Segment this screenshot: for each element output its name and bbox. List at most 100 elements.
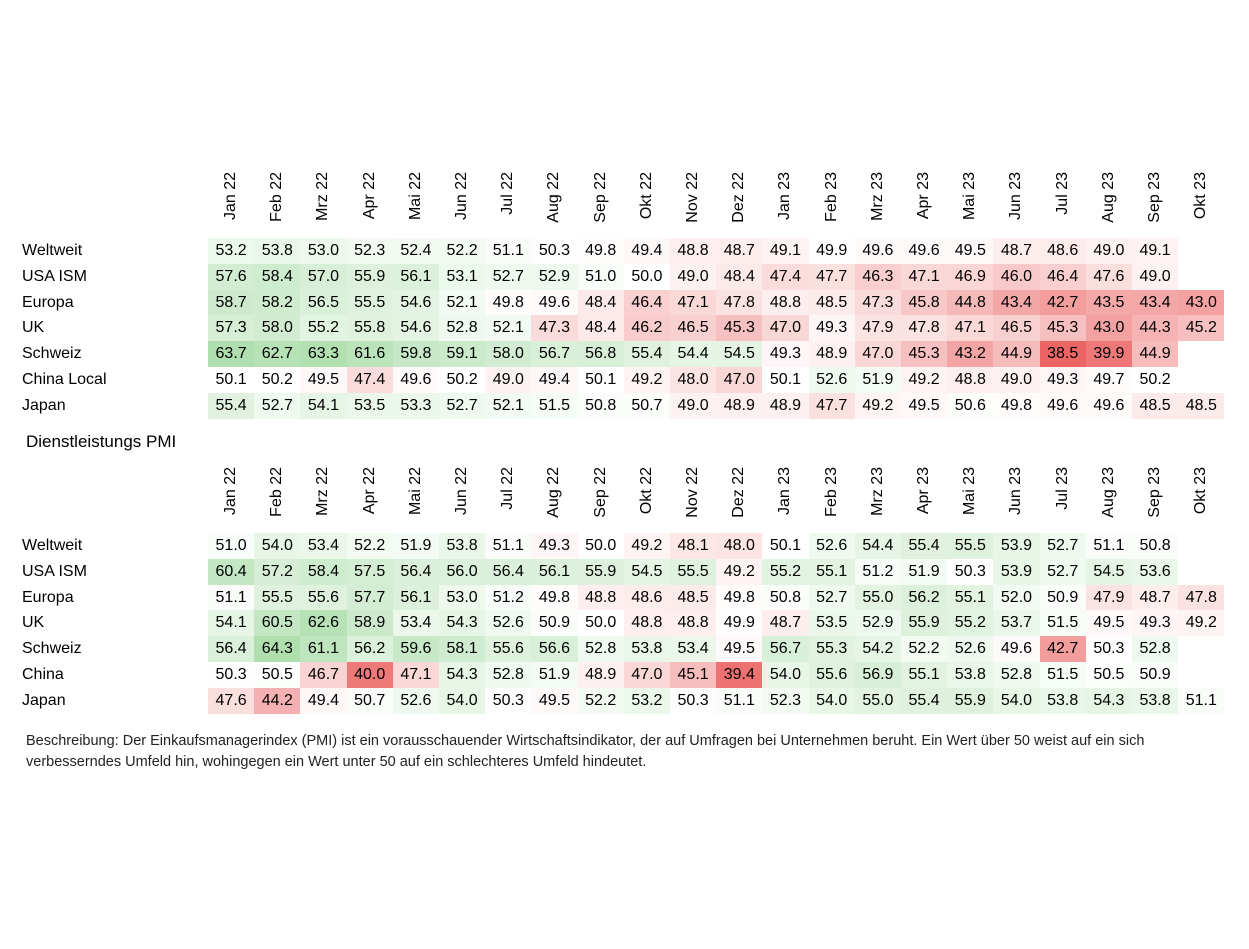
heatmap-cell: 52.6 bbox=[392, 687, 439, 714]
heatmap-cell: 50.8 bbox=[1132, 533, 1179, 559]
column-header-label: Aug 23 bbox=[1099, 467, 1117, 518]
heatmap-cell: 56.8 bbox=[577, 341, 624, 367]
heatmap-cell: 50.5 bbox=[254, 661, 301, 688]
column-header: Jul 23 bbox=[1040, 172, 1086, 238]
heatmap-cell: 54.0 bbox=[808, 687, 855, 714]
heatmap-cell: 50.5 bbox=[1085, 661, 1132, 688]
heatmap-cell: 54.3 bbox=[1085, 687, 1132, 714]
heatmap-cell: 54.0 bbox=[439, 687, 486, 714]
heatmap-cell: 54.0 bbox=[254, 533, 301, 559]
heatmap-cell: 54.4 bbox=[854, 533, 901, 559]
heatmap-cell: 50.3 bbox=[1085, 636, 1132, 662]
heatmap-cell: 49.0 bbox=[485, 366, 532, 393]
heatmap-cell: 53.8 bbox=[254, 238, 301, 264]
heatmap-cell: 51.1 bbox=[1085, 533, 1132, 559]
heatmap-cell: 48.7 bbox=[716, 238, 763, 264]
heatmap-cell: 53.1 bbox=[439, 263, 486, 290]
heatmap-cell: 55.8 bbox=[346, 315, 393, 342]
heatmap-cell: 51.1 bbox=[485, 533, 532, 559]
heatmap-cell: 52.0 bbox=[993, 584, 1040, 611]
heatmap-cell: 55.4 bbox=[623, 341, 670, 367]
column-header-label: Aug 23 bbox=[1099, 172, 1117, 223]
column-header: Apr 22 bbox=[347, 172, 393, 238]
heatmap-cell: 53.0 bbox=[439, 584, 486, 611]
heatmap-cell: 55.9 bbox=[901, 610, 948, 637]
heatmap-cell: 56.2 bbox=[901, 584, 948, 611]
column-header-label: Mrz 23 bbox=[868, 172, 886, 221]
heatmap-cell: 43.4 bbox=[993, 289, 1040, 316]
column-header-label: Jan 22 bbox=[222, 467, 239, 516]
heatmap-cell: 47.0 bbox=[716, 366, 763, 393]
column-header: Jul 23 bbox=[1040, 467, 1086, 533]
heatmap-cell: 49.1 bbox=[762, 238, 809, 264]
heatmap-cell: 47.1 bbox=[901, 263, 948, 290]
heatmap-cell: 56.4 bbox=[208, 636, 255, 662]
heatmap-cell: 48.9 bbox=[762, 392, 809, 419]
heatmap-cell: 44.2 bbox=[254, 687, 301, 714]
heatmap-cell: 49.2 bbox=[716, 558, 763, 585]
heatmap-cell: 40.0 bbox=[346, 661, 393, 688]
column-header: Jun 22 bbox=[439, 172, 485, 238]
heatmap-cell: 58.7 bbox=[208, 289, 255, 316]
heatmap-cell: 49.0 bbox=[1085, 238, 1132, 264]
heatmap-cell: 51.9 bbox=[531, 661, 578, 688]
heatmap-cell: 56.7 bbox=[762, 636, 809, 662]
heatmap-cell: 53.5 bbox=[346, 392, 393, 419]
heatmap-cell: 49.2 bbox=[1178, 610, 1225, 637]
heatmap-cell: 58.1 bbox=[439, 636, 486, 662]
heatmap-cell: 53.6 bbox=[1132, 558, 1179, 585]
row-label: USA ISM bbox=[22, 267, 87, 285]
heatmap-cell: 52.8 bbox=[485, 661, 532, 688]
heatmap-cell: 49.6 bbox=[1085, 392, 1132, 419]
column-header-label: Apr 23 bbox=[915, 172, 932, 220]
heatmap-cell: 48.8 bbox=[577, 584, 624, 611]
column-header: Jan 22 bbox=[208, 172, 254, 238]
heatmap-cell: 49.4 bbox=[623, 238, 670, 264]
row-label: UK bbox=[22, 319, 45, 337]
column-header-label: Sep 22 bbox=[591, 172, 609, 223]
heatmap-cell: 57.6 bbox=[208, 263, 255, 290]
heatmap-cell: 49.2 bbox=[623, 366, 670, 393]
heatmap-cell: 55.2 bbox=[762, 558, 809, 585]
column-header-label: Feb 23 bbox=[822, 172, 840, 222]
heatmap-cell: 51.2 bbox=[485, 584, 532, 611]
column-header: Mai 23 bbox=[947, 172, 993, 238]
heatmap-cell: 57.7 bbox=[346, 584, 393, 611]
column-header-label: Jul 23 bbox=[1053, 467, 1071, 510]
heatmap-cell: 48.9 bbox=[716, 392, 763, 419]
heatmap-cell: 50.3 bbox=[947, 558, 994, 585]
heatmap-cell: 44.9 bbox=[1132, 341, 1179, 367]
heatmap-cell: 50.1 bbox=[762, 533, 809, 559]
heatmap-cell: 48.5 bbox=[1178, 392, 1225, 419]
heatmap-cell: 60.4 bbox=[208, 558, 255, 585]
column-header-label: Sep 22 bbox=[591, 467, 609, 518]
column-header: Feb 22 bbox=[254, 172, 300, 238]
heatmap-cell: 49.2 bbox=[854, 392, 901, 419]
heatmap-cell: 54.4 bbox=[670, 341, 717, 367]
column-header-label: Dez 22 bbox=[730, 467, 748, 518]
heatmap-cell: 48.7 bbox=[993, 238, 1040, 264]
heatmap-cell: 54.6 bbox=[392, 289, 439, 316]
heatmap-cell: 52.1 bbox=[485, 392, 532, 419]
heatmap-cell: 56.4 bbox=[392, 558, 439, 585]
heatmap-cell: 46.0 bbox=[993, 263, 1040, 290]
heatmap-cell: 55.4 bbox=[901, 687, 948, 714]
column-header-label: Mrz 22 bbox=[314, 467, 332, 516]
column-header: Jun 22 bbox=[439, 467, 485, 533]
column-header-label: Mai 23 bbox=[961, 467, 979, 516]
column-header-label: Jun 23 bbox=[1007, 467, 1025, 516]
heatmap-cell: 57.3 bbox=[208, 315, 255, 342]
heatmap-cell: 47.3 bbox=[531, 315, 578, 342]
heatmap-cell: 52.9 bbox=[531, 263, 578, 290]
row-label: Schweiz bbox=[22, 345, 82, 363]
heatmap-cell: 46.3 bbox=[854, 263, 901, 290]
heatmap-cell: 48.4 bbox=[577, 315, 624, 342]
heatmap-cell: 52.7 bbox=[1039, 558, 1086, 585]
heatmap-cell: 55.6 bbox=[300, 584, 347, 611]
heatmap-cell: 56.0 bbox=[439, 558, 486, 585]
heatmap-cell: 49.0 bbox=[670, 392, 717, 419]
column-header: Jan 23 bbox=[762, 467, 808, 533]
heatmap-cell: 49.5 bbox=[1085, 610, 1132, 637]
heatmap-cell: 46.5 bbox=[993, 315, 1040, 342]
heatmap-cell: 48.4 bbox=[577, 289, 624, 316]
